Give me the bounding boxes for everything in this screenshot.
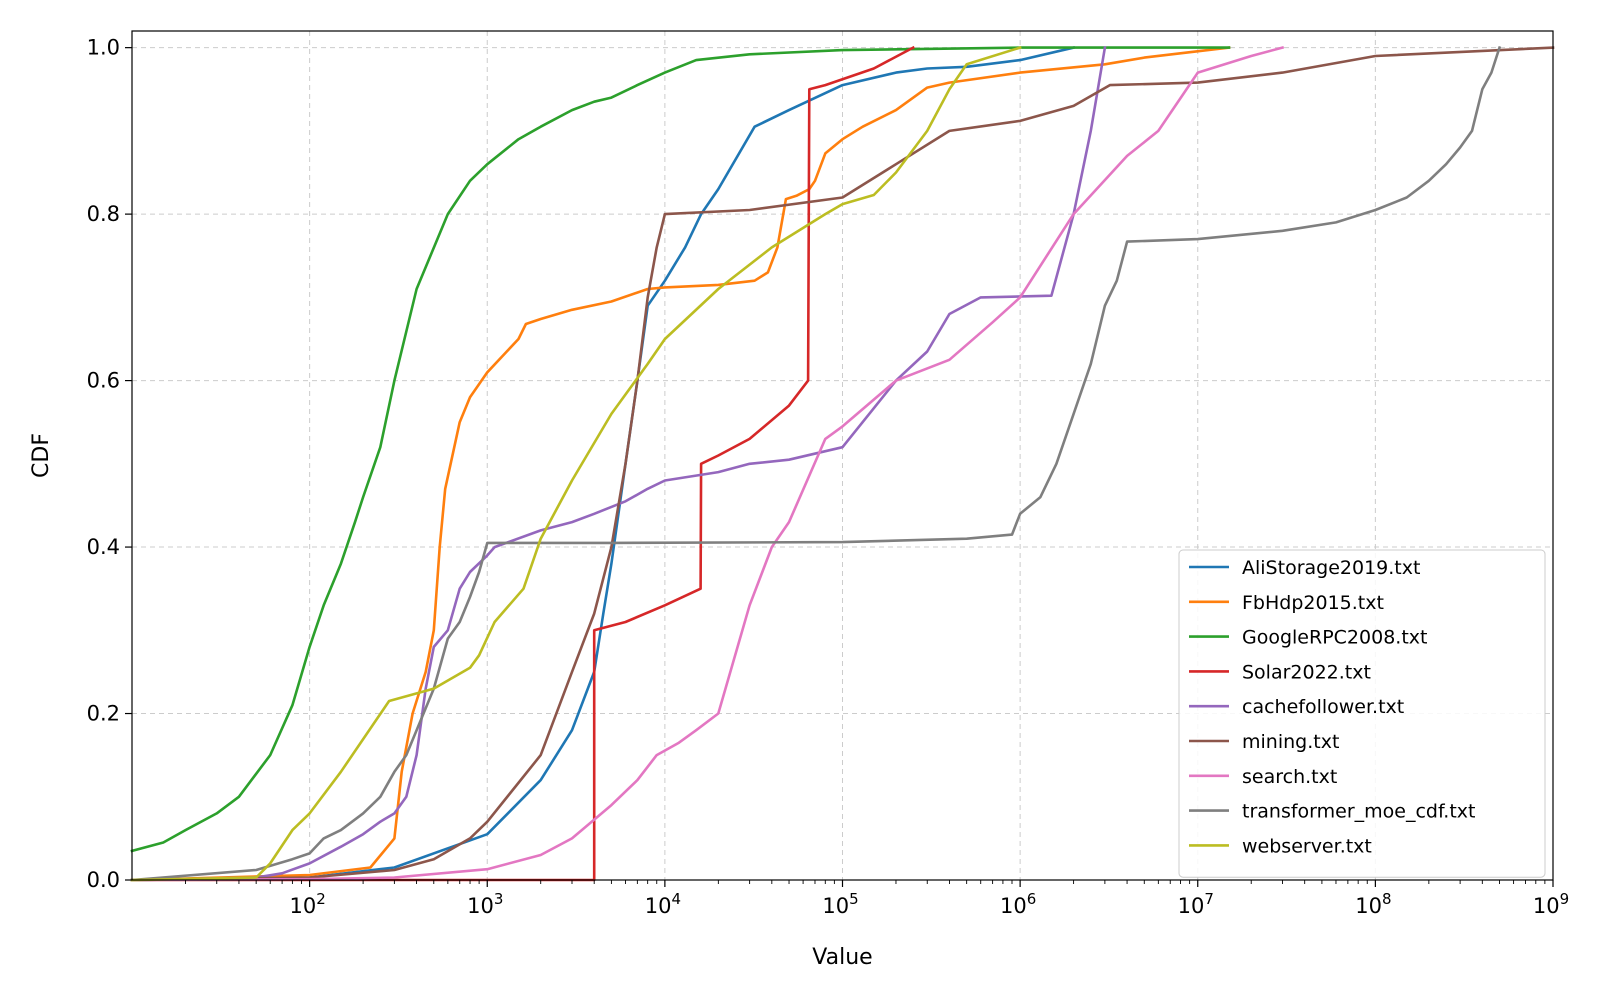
legend-label: mining.txt [1242, 731, 1339, 753]
x-tick-base: 10 [467, 894, 494, 918]
series-line-5 [130, 46, 1107, 882]
y-tick-label: 0.2 [87, 702, 120, 726]
y-tick-label: 1.0 [87, 36, 120, 60]
legend: AliStorage2019.txt FbHdp2015.txt GoogleRPC… [1178, 549, 1546, 878]
x-tick-label: 103 [467, 890, 503, 918]
series-line-4 [130, 45, 915, 882]
series-line-2 [130, 46, 1231, 882]
x-tick-label: 107 [1178, 890, 1214, 918]
x-tick-exponent: 3 [494, 890, 504, 908]
series-line-9 [130, 45, 1022, 882]
x-tick-base: 10 [1000, 894, 1027, 918]
legend-label: AliStorage2019.txt [1242, 557, 1420, 579]
x-tick-exponent: 4 [671, 890, 681, 908]
x-axis-label: Value [812, 945, 872, 970]
x-tick-label: 102 [289, 890, 325, 918]
x-tick-exponent: 2 [316, 890, 326, 908]
legend-label: search.txt [1242, 766, 1337, 788]
y-axis-label: CDF [29, 433, 54, 478]
x-tick-exponent: 6 [1027, 890, 1037, 908]
legend-label: cachefollower.txt [1242, 696, 1404, 718]
legend-label: webserver.txt [1242, 835, 1372, 857]
legend-label: Solar2022.txt [1242, 661, 1371, 683]
x-tick-base: 10 [1355, 894, 1382, 918]
x-tick-base: 10 [289, 894, 316, 918]
y-tick-label: 0.4 [87, 535, 120, 559]
legend-box [1178, 549, 1546, 878]
series-lines [130, 45, 1555, 882]
x-tick-exponent: 8 [1382, 890, 1392, 908]
x-tick-exponent: 9 [1560, 890, 1570, 908]
legend-label: GoogleRPC2008.txt [1242, 627, 1427, 649]
y-tick-label: 0.0 [87, 868, 120, 892]
x-tick-base: 10 [822, 894, 849, 918]
legend-label: FbHdp2015.txt [1242, 592, 1384, 614]
series-line-1 [130, 46, 1076, 882]
x-tick-label: 109 [1533, 890, 1569, 918]
series-line-6 [130, 46, 1555, 882]
series-line-3 [130, 46, 1231, 853]
x-tick-label: 105 [822, 890, 858, 918]
x-tick-base: 10 [645, 894, 672, 918]
series-line-8 [130, 45, 1502, 882]
x-tick-base: 10 [1178, 894, 1205, 918]
x-tick-exponent: 7 [1204, 890, 1214, 908]
y-tick-label: 0.8 [87, 202, 120, 226]
y-tick-label: 0.6 [87, 369, 120, 393]
x-tick-label: 104 [645, 890, 681, 918]
legend-label: transformer_moe_cdf.txt [1242, 801, 1475, 823]
x-tick-base: 10 [1533, 894, 1560, 918]
x-tick-label: 106 [1000, 890, 1036, 918]
series-line-7 [130, 46, 1285, 882]
x-tick-label: 108 [1355, 890, 1391, 918]
x-tick-exponent: 5 [849, 890, 859, 908]
